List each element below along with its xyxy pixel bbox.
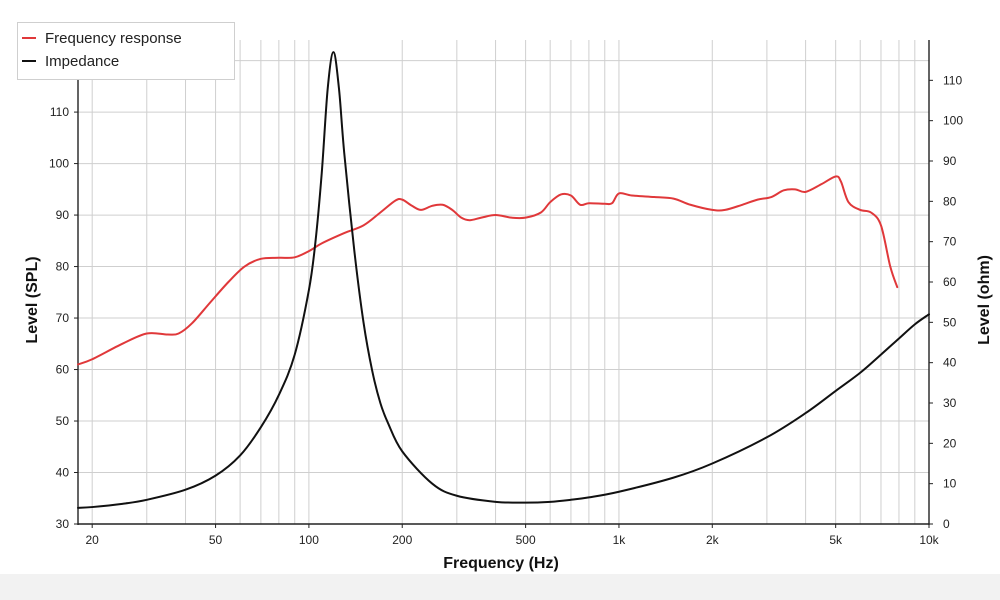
y-axis-right-title: Level (ohm) <box>976 255 993 345</box>
bottom-band <box>0 574 1000 600</box>
x-tick-label: 1k <box>613 533 627 547</box>
y-left-tick-label: 40 <box>56 466 70 480</box>
y-right-tick-label: 90 <box>943 154 957 168</box>
y-right-tick-label: 110 <box>943 73 962 87</box>
y-left-tick-label: 90 <box>56 208 70 222</box>
x-tick-label: 50 <box>209 533 223 547</box>
chart-grid <box>78 40 930 525</box>
x-tick-label: 20 <box>86 533 100 547</box>
y-right-tick-label: 60 <box>943 275 957 289</box>
y-left-tick-label: 60 <box>56 363 70 377</box>
y-left-tick-label: 80 <box>56 260 70 274</box>
x-tick-label: 2k <box>706 533 720 547</box>
y-left-tick-label: 50 <box>56 414 70 428</box>
left-axis-ticks: 30405060708090100110120 <box>49 54 78 531</box>
bottom-axis-ticks: 20 50 100 200 500 1k 2k 5k 10k <box>86 524 940 547</box>
x-tick-label: 100 <box>299 533 319 547</box>
y-left-tick-label: 110 <box>50 105 69 119</box>
y-right-tick-label: 0 <box>943 517 950 531</box>
y-left-tick-label: 30 <box>56 517 70 531</box>
chart-series <box>77 51 930 509</box>
legend-item-impedance: Impedance <box>22 50 119 72</box>
y-left-tick-label: 70 <box>56 311 70 325</box>
x-tick-label: 10k <box>919 533 939 547</box>
y-right-tick-label: 30 <box>943 396 957 410</box>
y-right-tick-label: 40 <box>943 356 957 370</box>
legend-item-frequency-response: Frequency response <box>22 27 182 49</box>
y-right-tick-label: 50 <box>943 315 957 329</box>
x-tick-label: 200 <box>392 533 412 547</box>
y-right-tick-label: 70 <box>943 235 957 249</box>
y-right-tick-label: 100 <box>943 114 963 128</box>
x-tick-label: 500 <box>516 533 536 547</box>
right-axis-ticks: 0 10 20 30 40 50 60 70 80 90 100 110 <box>929 73 963 531</box>
legend-swatch-frequency-response <box>22 37 36 39</box>
chart-legend: Frequency response Impedance <box>17 22 235 80</box>
x-axis-title: Frequency (Hz) <box>443 555 559 572</box>
y-right-tick-label: 80 <box>943 194 957 208</box>
chart-axes <box>77 40 930 525</box>
legend-swatch-impedance <box>22 60 36 62</box>
y-left-tick-label: 100 <box>49 157 69 171</box>
y-right-tick-label: 10 <box>943 477 957 491</box>
y-right-tick-label: 20 <box>943 436 957 450</box>
legend-label-impedance: Impedance <box>45 52 120 70</box>
series-line-impedance <box>77 51 930 509</box>
y-axis-left-title: Level (SPL) <box>24 256 41 343</box>
series-line-frequency-response <box>77 175 899 366</box>
legend-label-frequency-response: Frequency response <box>45 29 182 47</box>
x-tick-label: 5k <box>829 533 843 547</box>
